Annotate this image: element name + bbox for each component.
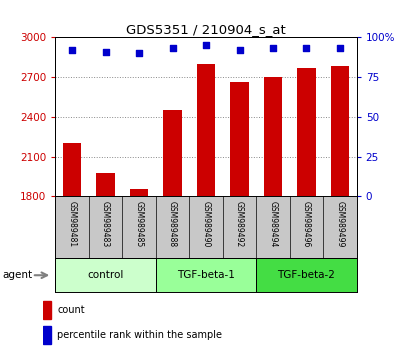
Point xyxy=(202,42,209,48)
Bar xyxy=(96,173,115,196)
Bar xyxy=(130,189,148,196)
Text: GSM989492: GSM989492 xyxy=(234,201,243,248)
Text: GSM989496: GSM989496 xyxy=(301,201,310,248)
Point xyxy=(236,47,242,53)
Point xyxy=(336,46,342,51)
Bar xyxy=(297,68,315,196)
Text: GSM989499: GSM989499 xyxy=(335,201,344,248)
Point xyxy=(135,50,142,56)
Bar xyxy=(163,110,181,196)
Text: TGF-beta-1: TGF-beta-1 xyxy=(177,270,234,280)
Text: GSM989483: GSM989483 xyxy=(101,201,110,248)
Text: agent: agent xyxy=(2,270,32,280)
Point xyxy=(302,46,309,51)
Point xyxy=(69,47,75,53)
Bar xyxy=(263,77,281,196)
Point xyxy=(169,46,175,51)
Bar xyxy=(55,258,155,292)
Text: TGF-beta-2: TGF-beta-2 xyxy=(277,270,335,280)
Bar xyxy=(196,64,215,196)
Bar xyxy=(43,326,51,344)
Text: control: control xyxy=(87,270,124,280)
Bar xyxy=(256,258,356,292)
Text: GSM989490: GSM989490 xyxy=(201,201,210,248)
Bar xyxy=(330,67,348,196)
Point xyxy=(269,46,276,51)
Text: GSM989485: GSM989485 xyxy=(134,201,143,248)
Text: GSM989481: GSM989481 xyxy=(67,201,76,247)
Bar xyxy=(230,82,248,196)
Text: count: count xyxy=(57,305,85,315)
Point xyxy=(102,48,109,54)
Bar xyxy=(155,258,256,292)
Title: GDS5351 / 210904_s_at: GDS5351 / 210904_s_at xyxy=(126,23,285,36)
Bar xyxy=(63,143,81,196)
Text: GSM989494: GSM989494 xyxy=(268,201,277,248)
Bar xyxy=(43,301,51,319)
Text: percentile rank within the sample: percentile rank within the sample xyxy=(57,330,222,340)
Text: GSM989488: GSM989488 xyxy=(168,201,177,247)
